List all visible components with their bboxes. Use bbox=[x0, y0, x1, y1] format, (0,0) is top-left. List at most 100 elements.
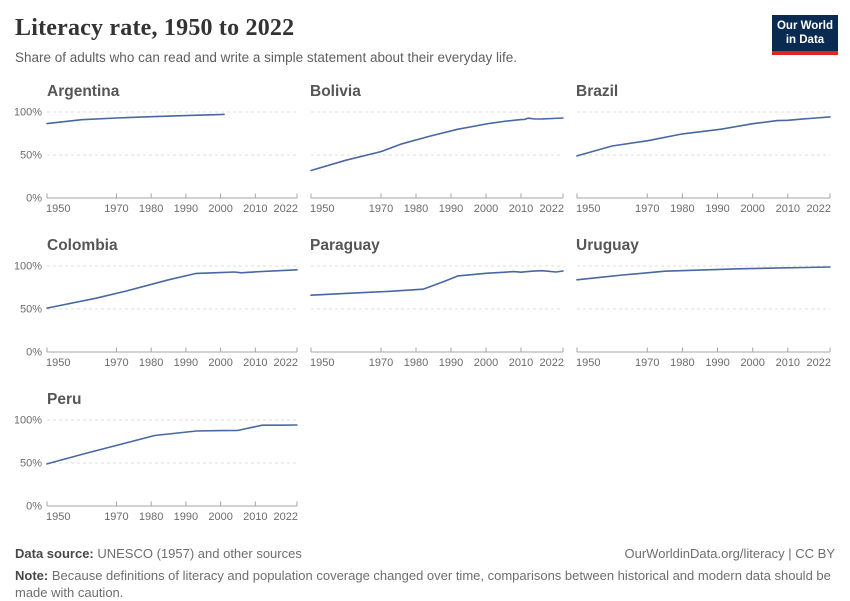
x-tick-label: 2022 bbox=[274, 203, 298, 215]
x-tick-label: 1950 bbox=[46, 511, 70, 523]
x-tick-label: 2010 bbox=[243, 511, 267, 523]
x-tick-label: 1970 bbox=[369, 203, 393, 215]
panel-title-paraguay: Paraguay bbox=[310, 237, 380, 254]
x-tick-label: 1990 bbox=[705, 203, 729, 215]
credit-link[interactable]: OurWorldinData.org/literacy | CC BY bbox=[624, 546, 835, 561]
data-source-text: UNESCO (1957) and other sources bbox=[93, 546, 302, 561]
x-tick-label: 2010 bbox=[776, 203, 800, 215]
x-tick-label: 2010 bbox=[243, 203, 267, 215]
x-tick-label: 2010 bbox=[243, 357, 267, 369]
logo-line1: Our World bbox=[776, 20, 833, 32]
small-multiples-grid: Argentina 1950 1970 1980 1990 2000 2010 2022 0% 5… bbox=[14, 82, 835, 537]
x-tick-label: 1970 bbox=[635, 203, 659, 215]
x-tick-label: 2022 bbox=[807, 203, 831, 215]
y-tick-label: 50% bbox=[20, 304, 42, 316]
note-text: Because definitions of literacy and popu… bbox=[15, 568, 831, 600]
literacy-line-paraguay bbox=[310, 269, 564, 297]
y-tick-label: 50% bbox=[20, 458, 42, 470]
x-tick-label: 1970 bbox=[369, 357, 393, 369]
x-tick-label: 1990 bbox=[439, 203, 463, 215]
line-chart-uruguay: 1950 1970 1980 1990 2000 2010 2022 bbox=[576, 265, 831, 369]
x-tick-label: 2010 bbox=[509, 203, 533, 215]
x-tick-label: 2022 bbox=[540, 357, 564, 369]
x-tick-label: 1950 bbox=[46, 203, 70, 215]
x-tick-label: 2000 bbox=[208, 357, 232, 369]
y-tick-label: 100% bbox=[15, 107, 42, 119]
x-tick-label: 1950 bbox=[310, 203, 334, 215]
y-tick-label: 100% bbox=[15, 415, 42, 427]
line-chart-argentina: 1950 1970 1980 1990 2000 2010 2022 0% 50% 100% bbox=[14, 107, 298, 216]
x-tick-label: 1990 bbox=[174, 357, 198, 369]
y-tick-label: 0% bbox=[26, 501, 42, 513]
x-tick-label: 1950 bbox=[310, 357, 334, 369]
x-tick-label: 1980 bbox=[670, 203, 694, 215]
chart-panel-paraguay: Paraguay 1950 1970 1980 1990 2000 2010 2022 bbox=[310, 236, 565, 383]
panel-title-argentina: Argentina bbox=[47, 83, 120, 100]
literacy-line-bolivia bbox=[310, 117, 564, 172]
x-tick-label: 1980 bbox=[404, 203, 428, 215]
x-tick-label: 2022 bbox=[274, 357, 298, 369]
x-tick-label: 1950 bbox=[576, 357, 600, 369]
chart-panel-brazil: Brazil 1950 1970 1980 1990 2000 2010 2022 bbox=[576, 82, 832, 229]
x-tick-label: 1980 bbox=[404, 357, 428, 369]
chart-panel-peru: Peru 1950 1970 1980 1990 2000 2010 2022 0% 50% 100… bbox=[14, 390, 299, 537]
panel-title-peru: Peru bbox=[47, 391, 82, 408]
x-tick-label: 1970 bbox=[104, 357, 128, 369]
x-tick-label: 2000 bbox=[208, 511, 232, 523]
y-tick-label: 0% bbox=[26, 347, 42, 359]
x-tick-label: 1980 bbox=[139, 511, 163, 523]
chart-panel-uruguay: Uruguay 1950 1970 1980 1990 2000 2010 2022 bbox=[576, 236, 832, 383]
line-chart-colombia: 1950 1970 1980 1990 2000 2010 2022 0% 50% 100% bbox=[14, 261, 298, 370]
x-tick-label: 1990 bbox=[439, 357, 463, 369]
literacy-line-uruguay bbox=[576, 266, 831, 281]
page-subtitle: Share of adults who can read and write a… bbox=[15, 50, 518, 65]
x-tick-label: 2010 bbox=[776, 357, 800, 369]
x-tick-label: 2000 bbox=[474, 203, 498, 215]
note-label: Note: bbox=[15, 568, 49, 583]
logo-line2: in Data bbox=[785, 33, 825, 46]
x-tick-label: 1950 bbox=[576, 203, 600, 215]
literacy-line-colombia bbox=[46, 269, 298, 309]
line-chart-peru: 1950 1970 1980 1990 2000 2010 2022 0% 50% 100% bbox=[14, 415, 298, 524]
chart-panel-argentina: Argentina 1950 1970 1980 1990 2000 2010 2022 0% 5… bbox=[14, 82, 299, 229]
x-tick-label: 1970 bbox=[635, 357, 659, 369]
y-tick-label: 100% bbox=[15, 261, 42, 273]
chart-note: Note: Because definitions of literacy an… bbox=[15, 567, 833, 601]
panel-title-brazil: Brazil bbox=[576, 83, 619, 100]
chart-footer: Data source: UNESCO (1957) and other sou… bbox=[15, 545, 835, 601]
x-tick-label: 1980 bbox=[139, 203, 163, 215]
line-chart-bolivia: 1950 1970 1980 1990 2000 2010 2022 bbox=[310, 111, 564, 215]
y-tick-label: 0% bbox=[26, 193, 42, 205]
x-tick-label: 2000 bbox=[740, 357, 764, 369]
x-tick-label: 2022 bbox=[807, 357, 831, 369]
x-tick-label: 2022 bbox=[274, 511, 298, 523]
line-chart-paraguay: 1950 1970 1980 1990 2000 2010 2022 bbox=[310, 265, 564, 369]
x-tick-label: 2000 bbox=[474, 357, 498, 369]
y-tick-label: 50% bbox=[20, 150, 42, 162]
x-tick-label: 2000 bbox=[208, 203, 232, 215]
data-source-label: Data source: bbox=[15, 546, 94, 561]
x-tick-label: 1980 bbox=[670, 357, 694, 369]
x-tick-label: 1970 bbox=[104, 203, 128, 215]
literacy-line-peru bbox=[46, 424, 298, 465]
x-tick-label: 1990 bbox=[705, 357, 729, 369]
owid-logo: Our World in Data bbox=[772, 15, 838, 55]
x-tick-label: 1950 bbox=[46, 357, 70, 369]
panel-title-bolivia: Bolivia bbox=[310, 83, 361, 100]
chart-panel-colombia: Colombia 1950 1970 1980 1990 2000 2010 2022 0% 50… bbox=[14, 236, 299, 383]
x-tick-label: 1970 bbox=[104, 511, 128, 523]
page-title: Literacy rate, 1950 to 2022 bbox=[15, 15, 295, 41]
x-tick-label: 2022 bbox=[540, 203, 564, 215]
x-tick-label: 1990 bbox=[174, 203, 198, 215]
x-tick-label: 1990 bbox=[174, 511, 198, 523]
panel-title-uruguay: Uruguay bbox=[576, 237, 639, 254]
x-tick-label: 2010 bbox=[509, 357, 533, 369]
line-chart-brazil: 1950 1970 1980 1990 2000 2010 2022 bbox=[576, 111, 831, 215]
x-tick-label: 2000 bbox=[740, 203, 764, 215]
panel-title-colombia: Colombia bbox=[47, 237, 118, 254]
x-tick-label: 1980 bbox=[139, 357, 163, 369]
literacy-line-argentina bbox=[46, 113, 225, 125]
chart-panel-bolivia: Bolivia 1950 1970 1980 1990 2000 2010 2022 bbox=[310, 82, 565, 229]
data-source: Data source: UNESCO (1957) and other sou… bbox=[15, 545, 302, 562]
